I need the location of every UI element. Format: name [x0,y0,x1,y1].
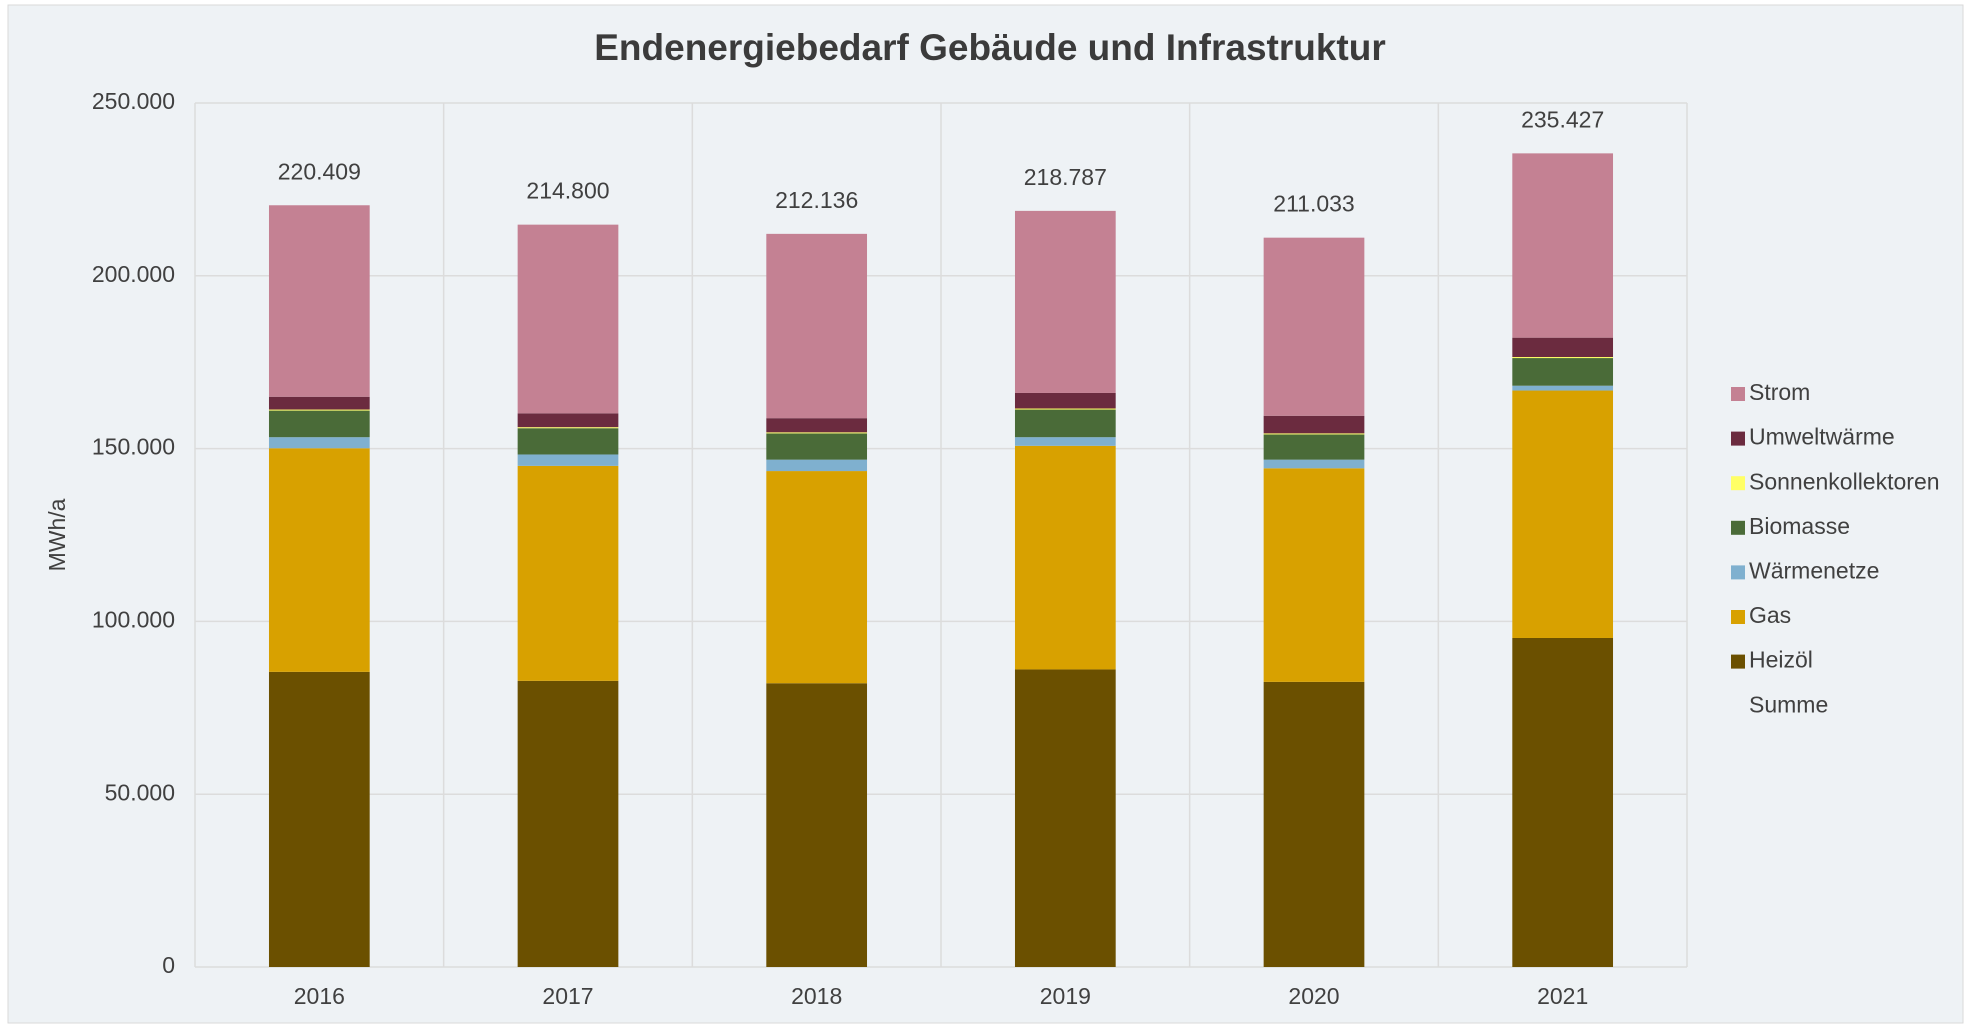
legend-swatch [1731,654,1745,669]
bar-segment [1014,669,1116,967]
bar-segment [268,410,370,438]
bar-segment [766,459,868,472]
y-tick-label: 0 [162,952,175,978]
x-tick-label: 2020 [1288,983,1339,1009]
bar-segment [517,680,619,967]
bar-segment [1512,390,1614,638]
legend-label: Sonnenkollektoren [1749,468,1940,494]
legend-label: Gas [1749,602,1791,628]
x-tick-label: 2021 [1537,983,1588,1009]
bar-segment [517,465,619,681]
bar-segment [1263,415,1365,434]
bar-segment [517,427,619,429]
legend-swatch [1731,610,1745,624]
bar-segment [1263,237,1365,416]
bar-segment [1512,358,1614,386]
bar-segment [1512,637,1614,967]
total-label: 214.800 [526,178,609,204]
bar-segment [1263,459,1365,469]
x-tick-label: 2018 [791,983,842,1009]
bar-segment [1014,445,1116,670]
x-tick-label: 2016 [294,983,345,1009]
y-tick-label: 250.000 [92,88,175,114]
bar-segment [268,437,370,449]
bar-segment [1014,437,1116,446]
bar-segment [1512,385,1614,391]
bar-segment [517,413,619,428]
legend-swatch [1731,565,1745,580]
legend-swatch [1731,476,1745,491]
bar-segment [766,418,868,433]
total-label: 235.427 [1521,106,1604,132]
y-tick-label: 100.000 [92,606,175,632]
bar-segment [1512,337,1614,358]
total-label: 212.136 [775,187,858,213]
y-tick-label: 200.000 [92,261,175,287]
legend-label: Heizöl [1749,647,1813,673]
legend-swatch [1731,431,1745,446]
legend-swatch [1731,520,1745,535]
bar-segment [268,671,370,967]
y-axis-label: MWh/a [44,498,70,571]
bar-segment [766,683,868,967]
legend-label: Biomasse [1749,513,1850,539]
legend-swatch [1731,387,1745,401]
total-label: 220.409 [278,158,361,184]
legend-label: Strom [1749,379,1810,405]
bar-segment [268,205,370,397]
bar-segment [1014,409,1116,438]
bar-segment [1014,392,1116,409]
legend-label: Umweltwärme [1749,424,1895,450]
x-tick-label: 2019 [1040,983,1091,1009]
chart-title: Endenergiebedarf Gebäude und Infrastrukt… [594,27,1386,68]
total-label: 218.787 [1024,164,1107,190]
legend-label: Wärmenetze [1749,557,1879,583]
bar-segment [1014,210,1116,393]
bar-segment [268,448,370,672]
bar-segment [1263,681,1365,967]
bar-segment [766,471,868,684]
bar-segment [1263,468,1365,682]
bar-segment [517,224,619,414]
bar-segment [1014,408,1116,410]
bar-segment [1512,153,1614,338]
x-tick-label: 2017 [542,983,593,1009]
bar-segment [766,433,868,460]
y-tick-label: 50.000 [105,779,175,805]
bar-segment [517,428,619,455]
bar-segment [268,409,370,411]
total-label: 211.033 [1273,191,1354,217]
bar-segment [1512,357,1614,359]
bar-segment [766,233,868,419]
bar-segment [1263,434,1365,460]
legend-label: Summe [1749,691,1828,717]
bar-segment [766,432,868,434]
bar-segment [268,396,370,410]
y-tick-label: 150.000 [92,434,175,460]
bar-segment [1263,433,1365,435]
bar-segment [517,454,619,466]
